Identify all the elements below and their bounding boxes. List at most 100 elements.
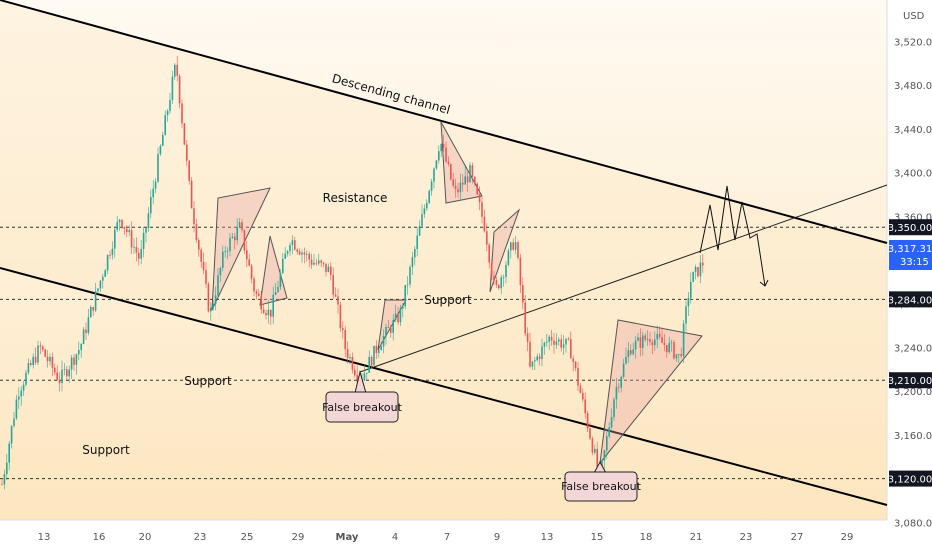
- candle-body: [505, 264, 507, 277]
- descending-channel: [0, 0, 888, 506]
- candle-body: [586, 413, 589, 429]
- candle-body: [649, 338, 651, 343]
- current-price-value: 3,317.31: [888, 244, 932, 255]
- candle-body: [145, 228, 147, 233]
- channel-lower-line[interactable]: [0, 267, 888, 506]
- candle-body: [32, 356, 34, 366]
- candle-body: [298, 251, 301, 255]
- candle-body: [186, 144, 188, 161]
- candle-body: [289, 244, 291, 252]
- candle-body: [138, 252, 140, 259]
- candle-body: [272, 294, 274, 317]
- candle-body: [140, 249, 142, 259]
- candle-body: [25, 372, 27, 385]
- rising-trendline[interactable]: [359, 184, 888, 373]
- candle-body: [274, 292, 277, 295]
- candle-body: [390, 327, 392, 333]
- level-badge-box: [889, 470, 932, 487]
- candle-body: [375, 345, 378, 354]
- candle-body: [387, 326, 390, 328]
- candle-body: [78, 350, 80, 355]
- candle-body: [574, 361, 577, 369]
- candle-body: [440, 143, 442, 152]
- level-badge-label: 3,284.00: [888, 295, 932, 306]
- candle-body: [135, 246, 138, 253]
- candle-body: [471, 165, 474, 177]
- candle-body: [200, 249, 202, 262]
- candle-body: [550, 336, 553, 341]
- level-badge-label: 3,120.00: [888, 475, 932, 486]
- level-badges: 3,350.00 3,284.00 3,210.00 3,120.00: [888, 219, 932, 487]
- candle-body: [270, 309, 272, 317]
- candle-body: [478, 194, 481, 203]
- candle-body: [286, 251, 289, 254]
- candle-body: [99, 280, 102, 289]
- candle-body: [246, 250, 248, 260]
- candle-body: [253, 278, 255, 292]
- candle-body: [8, 443, 10, 463]
- pattern-triangle: [440, 121, 483, 204]
- candle-body: [392, 319, 394, 333]
- candle-body: [565, 338, 567, 345]
- candle-body: [327, 266, 330, 273]
- candle-body: [188, 160, 190, 181]
- support-label-mid: Support: [424, 293, 472, 307]
- candle-body: [320, 260, 322, 263]
- channel-upper-line[interactable]: [0, 0, 888, 244]
- candle-body: [334, 294, 337, 297]
- candle-body: [610, 417, 613, 428]
- candle-body: [634, 340, 637, 350]
- candle-body: [644, 335, 646, 340]
- candle-body: [541, 346, 543, 360]
- candle-body: [39, 345, 42, 347]
- candle-body: [34, 356, 37, 363]
- candle-body: [85, 329, 87, 334]
- projection-arrowhead: [759, 279, 769, 287]
- candle-body: [313, 262, 315, 265]
- candle-body: [102, 276, 104, 281]
- level-badge-box: [889, 219, 932, 236]
- candle-body: [330, 266, 332, 276]
- channel-fill: [0, 0, 887, 505]
- candle-body: [58, 379, 61, 384]
- price-tick-label: 3,360.00: [894, 212, 932, 223]
- candle-body: [109, 255, 111, 256]
- candle-body: [613, 399, 615, 418]
- candle-body: [291, 240, 294, 245]
- candle-body: [512, 242, 514, 250]
- candle-body: [654, 339, 656, 346]
- time-tick-label: 4: [392, 532, 398, 543]
- candle-body: [495, 280, 498, 285]
- candle-body: [666, 344, 668, 353]
- callout-label: False breakout: [322, 401, 403, 414]
- candle-body: [202, 261, 205, 271]
- candle-body: [306, 253, 308, 255]
- candle-body: [351, 356, 354, 370]
- candle-body: [450, 164, 452, 180]
- candle-body: [694, 267, 697, 272]
- candle-body: [217, 275, 219, 296]
- candle-body: [212, 304, 214, 308]
- candle-body: [418, 226, 421, 236]
- candle-body: [481, 202, 483, 217]
- candle-body: [507, 250, 510, 265]
- price-tick-label: 3,200.00: [894, 387, 932, 398]
- candle-body: [394, 313, 397, 320]
- candle-body: [133, 246, 135, 248]
- candle-body: [260, 295, 262, 310]
- candle-body: [373, 345, 375, 366]
- candle-body: [126, 228, 128, 233]
- candle-body: [538, 356, 541, 360]
- time-axis[interactable]: 13 16 20 23 25 29 May 4 7 9 13 15 18 21 23 27 29: [38, 532, 854, 543]
- candle-body: [421, 214, 423, 227]
- candle-body: [241, 222, 243, 231]
- candle-body: [224, 251, 226, 253]
- candle-body: [157, 154, 159, 182]
- candle-body: [258, 293, 260, 296]
- candle-body: [582, 393, 584, 400]
- candle-body: [409, 266, 411, 285]
- candle-body: [673, 342, 675, 359]
- candle-body: [603, 450, 606, 461]
- candle-body: [66, 369, 68, 377]
